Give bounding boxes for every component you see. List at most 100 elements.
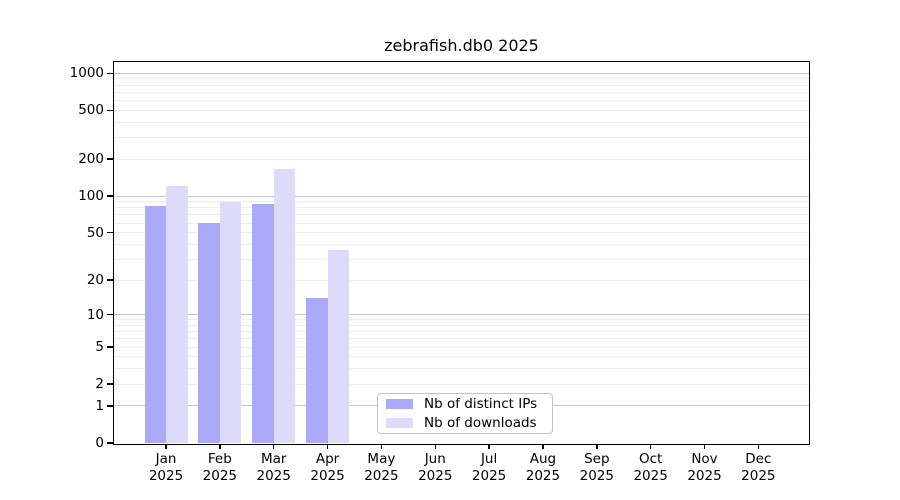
y-axis-tick-label: 5 [95,339,104,356]
x-label-month: Jun [424,451,446,467]
gridline-minor [114,207,809,209]
x-label-month: Sep [584,451,610,467]
bar-downloads-apr [327,249,350,443]
legend-item-distinct-ips: Nb of distinct IPs [378,395,552,413]
y-axis-tick [106,109,113,112]
x-label-month: May [367,451,396,467]
y-axis-tick [106,72,113,75]
gridline-minor [114,78,809,80]
gridline-minor [114,368,809,370]
x-axis-tick-label: May 2025 [349,451,413,484]
gridline-minor [114,100,809,102]
x-label-month: Jul [480,451,498,467]
legend-label-distinct-ips: Nb of distinct IPs [424,396,538,412]
x-axis-tick [596,444,598,449]
gridline-major [114,72,809,74]
x-label-month: Jan [155,451,177,467]
x-label-month: Apr [315,451,340,467]
legend-label-downloads: Nb of downloads [424,415,537,431]
gridline-minor [114,383,809,385]
x-label-year: 2025 [741,467,776,484]
y-axis-tick-label: 1000 [69,65,104,82]
y-axis-tick [106,313,113,316]
gridline-minor [114,201,809,203]
x-label-month: Mar [260,451,287,467]
x-axis-tick-label: Jul 2025 [457,451,521,484]
x-axis-tick [326,444,329,449]
gridline-minor [114,137,809,139]
x-label-month: Aug [529,451,557,467]
bar-distinct-ips-jan [144,205,166,443]
gridline-major [114,195,809,197]
legend-swatch-downloads-icon [386,418,413,428]
x-axis-tick [703,444,706,449]
legend-item-downloads: Nb of downloads [378,414,552,432]
x-label-month: Dec [745,451,772,467]
y-axis-tick-label: 1 [95,397,104,414]
y-axis-tick [106,405,113,407]
y-axis-tick-label: 20 [86,272,104,289]
x-axis-tick-label: Feb 2025 [188,451,252,484]
gridline-minor [114,121,809,123]
bar-distinct-ips-apr [306,298,328,443]
bar-downloads-mar [273,169,296,443]
y-axis-tick-label: 100 [78,188,104,205]
gridline-minor [114,319,809,321]
gridline-minor [114,232,809,234]
x-axis-tick [219,444,221,449]
legend: Nb of distinct IPs Nb of downloads [377,393,553,434]
x-axis-tick-label: Nov 2025 [673,451,737,484]
gridline-minor [114,258,809,260]
gridline-minor [114,324,809,326]
x-label-year: 2025 [148,467,184,484]
gridline-minor [114,338,809,340]
legend-swatch-distinct-ips-icon [386,399,413,409]
x-axis-tick [434,444,436,449]
gridline-minor [114,356,809,358]
x-label-month: Oct [638,451,663,467]
y-axis-tick [106,442,113,444]
x-axis-tick-label: Dec 2025 [726,451,790,484]
x-axis-tick [488,444,490,449]
y-axis-tick-label: 10 [86,306,104,323]
y-axis-tick [106,346,113,348]
y-axis-tick [106,279,113,281]
chart-title: zebrafish.db0 2025 [384,36,539,55]
bar-distinct-ips-mar [252,204,274,443]
x-axis-tick [542,444,544,449]
x-label-month: Feb [207,451,232,467]
x-axis-tick-label: Apr 2025 [296,451,360,484]
gridline-minor [114,109,809,111]
x-axis-tick [649,444,652,449]
bar-distinct-ips-feb [198,223,220,443]
y-axis-tick-label: 2 [95,376,104,393]
x-axis-tick [272,444,275,449]
y-axis-tick [106,158,113,160]
x-axis-tick-label: Oct 2025 [619,451,683,484]
x-axis-tick [380,444,383,449]
gridline-minor [114,243,809,245]
gridline-minor [114,222,809,224]
bar-downloads-feb [219,202,242,443]
x-label-year: 2025 [687,467,722,484]
gridline-minor [114,91,809,93]
x-label-year: 2025 [310,467,345,484]
gridline-minor [114,279,809,281]
gridline-minor [114,331,809,333]
x-axis-tick [757,444,760,449]
x-label-year: 2025 [471,467,507,484]
y-axis-tick [106,383,113,385]
x-axis-tick-label: Sep 2025 [565,451,629,484]
y-axis-tick-label: 500 [78,102,104,119]
y-axis-tick-label: 0 [95,435,104,451]
y-axis-tick-label: 50 [86,224,104,241]
x-label-month: Nov [691,451,718,467]
y-axis-tick [106,195,113,197]
bar-downloads-jan [166,185,188,443]
x-label-year: 2025 [364,467,399,484]
x-label-year: 2025 [418,467,453,484]
y-axis-tick-label: 200 [78,151,104,168]
x-axis-tick-label: Mar 2025 [242,451,306,484]
gridline-minor [114,214,809,216]
